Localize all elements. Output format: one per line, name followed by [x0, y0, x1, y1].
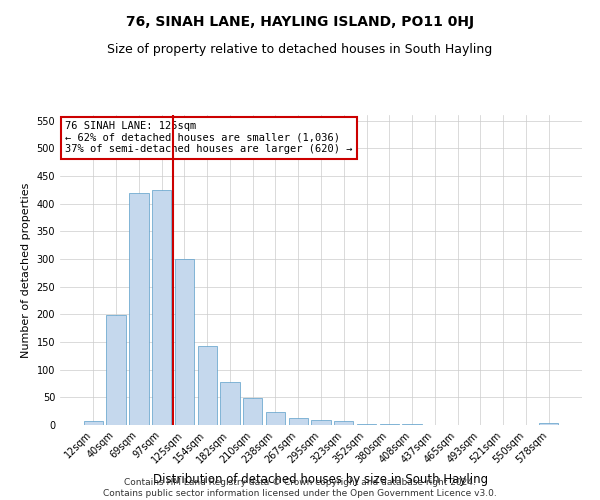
Bar	[334, 421, 353, 425]
Bar	[380, 424, 399, 425]
Bar	[197, 346, 217, 425]
Text: 76, SINAH LANE, HAYLING ISLAND, PO11 0HJ: 76, SINAH LANE, HAYLING ISLAND, PO11 0HJ	[126, 15, 474, 29]
Y-axis label: Number of detached properties: Number of detached properties	[21, 182, 31, 358]
Bar	[129, 192, 149, 425]
Bar	[152, 190, 172, 425]
Bar	[243, 398, 262, 425]
Text: Size of property relative to detached houses in South Hayling: Size of property relative to detached ho…	[107, 42, 493, 56]
Text: Contains HM Land Registry data © Crown copyright and database right 2024.
Contai: Contains HM Land Registry data © Crown c…	[103, 478, 497, 498]
Bar	[289, 418, 308, 425]
Bar	[84, 420, 103, 425]
Bar	[220, 382, 239, 425]
Bar	[106, 316, 126, 425]
X-axis label: Distribution of detached houses by size in South Hayling: Distribution of detached houses by size …	[154, 473, 488, 486]
Bar	[175, 259, 194, 425]
Bar	[403, 424, 422, 425]
Text: 76 SINAH LANE: 125sqm
← 62% of detached houses are smaller (1,036)
37% of semi-d: 76 SINAH LANE: 125sqm ← 62% of detached …	[65, 121, 353, 154]
Bar	[357, 424, 376, 425]
Bar	[311, 420, 331, 425]
Bar	[266, 412, 285, 425]
Bar	[539, 424, 558, 425]
